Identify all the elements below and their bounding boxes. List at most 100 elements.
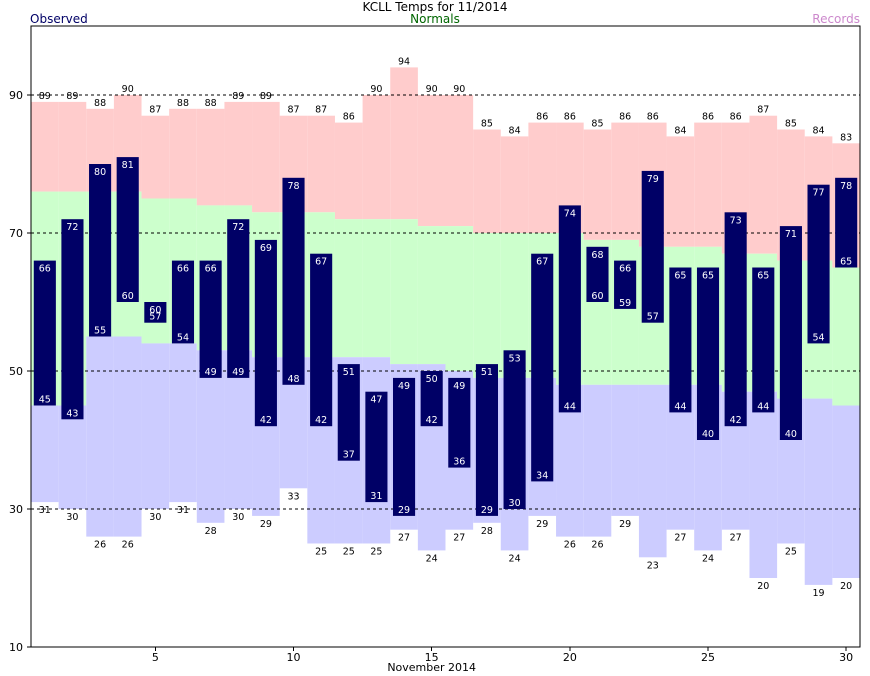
x-tick-label: 20 [563,651,577,664]
observed-high-label: 65 [757,271,769,282]
observed-bar [392,377,416,516]
observed-low-label: 60 [591,291,603,302]
normal-band [473,233,501,378]
record-high-label: 87 [287,105,299,116]
observed-high-label: 51 [481,367,493,378]
record-high-label: 86 [702,112,714,123]
observed-high-label: 53 [509,353,521,364]
observed-low-label: 42 [426,415,438,426]
observed-bar [116,157,139,302]
record-low-band [141,343,170,509]
record-low-label: 31 [177,505,189,516]
record-high-label: 89 [39,91,51,102]
record-high-label: 85 [591,119,603,130]
record-high-band [196,108,225,206]
record-high-band [307,115,335,213]
record-low-label: 27 [674,533,686,544]
legend-normals: Normals [410,12,460,26]
record-low-band [196,350,225,523]
record-high-band [224,101,253,206]
observed-bar [89,164,112,337]
record-high-band [500,136,529,233]
record-low-label: 30 [232,512,244,523]
record-high-label: 88 [94,98,106,109]
record-low-label: 27 [730,533,742,544]
record-low-label: 20 [840,581,852,592]
observed-bar [752,267,775,413]
plot-frame [30,25,861,648]
record-low-label: 24 [426,553,438,564]
y-tick-label: 10 [9,641,23,654]
record-low-label: 20 [757,581,769,592]
record-low-band [113,336,142,537]
record-low-label: 27 [398,533,410,544]
observed-low-label: 44 [564,401,576,412]
observed-high-label: 78 [840,181,852,192]
record-high-label: 84 [674,125,686,136]
record-high-label: 90 [426,84,438,95]
y-tick-label: 30 [9,503,23,516]
observed-bar [337,364,360,461]
observed-low-label: 49 [232,367,244,378]
record-low-label: 28 [205,526,217,537]
observed-low-label: 54 [813,332,825,343]
record-high-label: 88 [205,98,217,109]
record-high-band [362,95,391,220]
record-low-label: 30 [66,512,78,523]
observed-bar [61,219,84,420]
record-high-band [611,122,639,240]
record-high-label: 86 [619,112,631,123]
record-high-label: 86 [564,112,576,123]
observed-low-label: 40 [702,429,714,440]
observed-high-label: 72 [232,222,244,233]
record-low-band [583,384,612,537]
observed-high-label: 71 [785,229,797,240]
observed-high-label: 81 [122,160,134,171]
observed-low-label: 54 [177,332,189,343]
record-high-label: 86 [730,112,742,123]
record-high-label: 89 [260,91,272,102]
observed-low-label: 29 [398,505,410,516]
observed-bar [199,260,222,378]
observed-low-label: 30 [509,498,521,509]
record-low-label: 30 [149,512,161,523]
record-low-label: 27 [453,533,465,544]
observed-low-label: 42 [315,415,327,426]
observed-low-label: 31 [370,491,382,502]
observed-bar [254,239,277,427]
observed-high-label: 68 [591,250,603,261]
x-tick-label: 10 [287,651,301,664]
observed-low-label: 44 [674,401,686,412]
normal-band [832,267,860,406]
record-low-label: 23 [647,560,659,571]
normal-band [445,226,474,371]
observed-bar [669,267,692,413]
observed-low-label: 37 [343,450,355,461]
observed-bar [641,170,664,323]
record-high-label: 90 [370,84,382,95]
observed-bar [282,177,305,385]
record-high-band [749,115,778,254]
record-high-band [141,115,170,199]
record-low-band [804,398,833,585]
observed-bar [365,391,388,503]
record-low-label: 26 [94,540,106,551]
record-high-band [417,95,446,227]
x-axis-label: November 2014 [387,661,476,674]
observed-bar [779,226,802,440]
observed-high-label: 66 [619,264,631,275]
observed-low-label: 45 [39,395,51,406]
observed-bar [227,219,250,378]
record-high-label: 90 [122,84,134,95]
legend-observed: Observed [30,12,88,26]
observed-bar [33,260,56,406]
observed-high-label: 78 [287,181,299,192]
record-high-band [473,129,501,233]
record-low-label: 25 [315,547,327,558]
observed-low-label: 57 [149,312,161,323]
record-low-label: 25 [343,547,355,558]
record-low-label: 26 [564,540,576,551]
observed-high-label: 67 [315,257,327,268]
x-tick-label: 5 [152,651,159,664]
record-high-band [390,67,418,220]
